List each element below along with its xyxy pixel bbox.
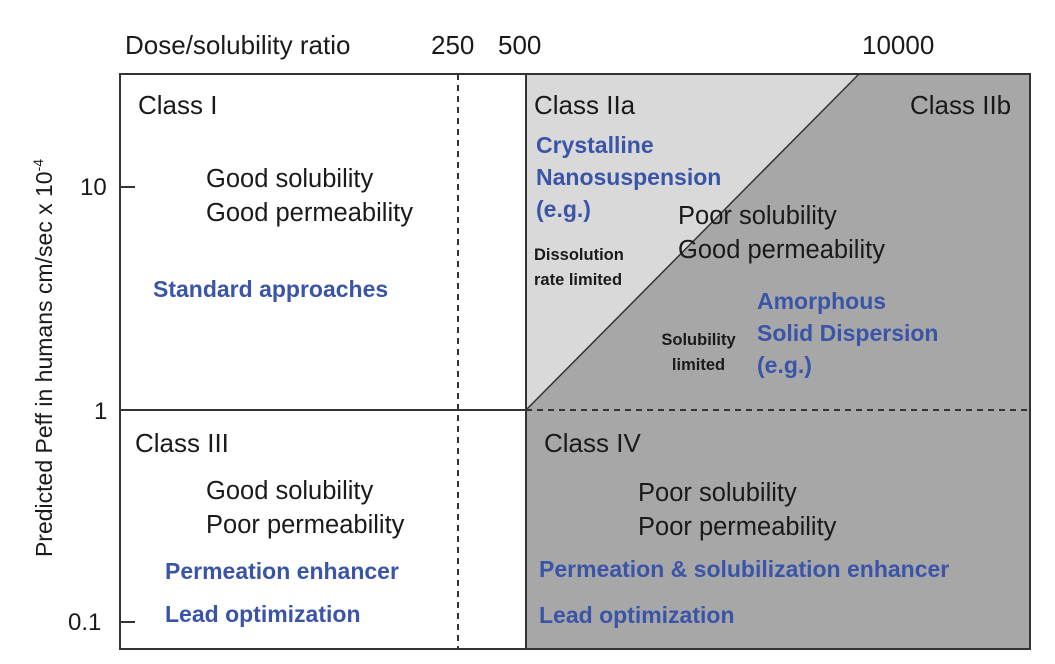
class-2a-title: Class IIa: [534, 90, 636, 120]
class-2b-note-line-2: limited: [671, 356, 726, 374]
y-tick-label-1: 1: [94, 398, 108, 425]
class-2b-approach: Amorphous Solid Dispersion (e.g.): [757, 285, 938, 381]
class-3-solubility: Good solubility: [206, 477, 374, 505]
class-2b-permeability: Good permeability: [678, 236, 885, 264]
x-axis-title: Dose/solubility ratio: [125, 30, 351, 60]
x-tick-250: 250: [431, 30, 475, 60]
class-2b-note-line-1: Solubility: [661, 331, 736, 349]
chart-frame: [119, 73, 1031, 650]
class-2b-approach-line-2: Solid Dispersion: [757, 320, 939, 346]
class-2b-region: [526, 74, 1030, 410]
class-2b-note: Solubility limited: [652, 328, 745, 378]
class-4-approach-1: Permeation & solubilization enhancer: [539, 556, 950, 582]
x-tick-500: 500: [498, 30, 542, 60]
class-3-permeability: Poor permeability: [206, 511, 405, 539]
class-4-region: [526, 410, 1030, 649]
class-2a-approach-line-2: Nanosuspension: [536, 164, 722, 190]
class-2a-note-line-2: rate limited: [534, 271, 623, 289]
class-4-approach-2: Lead optimization: [539, 602, 735, 628]
class-3-approach-1: Permeation enhancer: [165, 558, 399, 584]
class-1-solubility: Good solubility: [206, 165, 374, 193]
y-axis-label: Predicted Peff in humans cm/sec x 10-4: [30, 159, 58, 557]
class-2a-note: Dissolution rate limited: [534, 243, 624, 293]
y-tick-label-10: 10: [80, 174, 107, 201]
class-1-permeability: Good permeability: [206, 199, 413, 227]
class-2b-approach-line-1: Amorphous: [757, 288, 887, 314]
class-3-approach-2: Lead optimization: [165, 601, 361, 627]
class-4-title: Class IV: [544, 428, 641, 458]
class-2a-approach: Crystalline Nanosuspension (e.g.): [536, 129, 721, 225]
class-2a-approach-line-1: Crystalline: [536, 132, 654, 158]
y-axis-label-text: Predicted Peff in humans cm/sec x 10: [30, 171, 57, 558]
class-2b-title: Class IIb: [910, 90, 1012, 120]
class-3-description: Good solubility Poor permeability: [206, 474, 404, 542]
class-4-permeability: Poor permeability: [638, 513, 837, 541]
y-axis-label-exponent: -4: [30, 158, 47, 172]
class-1-description: Good solubility Good permeability: [206, 162, 413, 230]
class-2a-note-line-1: Dissolution: [534, 246, 624, 264]
class-1-approach: Standard approaches: [153, 276, 389, 302]
y-tick-label-0-1: 0.1: [68, 609, 102, 636]
class-2-diagonal: [525, 73, 860, 411]
class-2b-description: Poor solubility Good permeability: [678, 199, 885, 267]
class-4-solubility: Poor solubility: [638, 479, 797, 507]
class-2b-solubility: Poor solubility: [678, 202, 837, 230]
class-2a-approach-line-3: (e.g.): [536, 196, 591, 222]
x-tick-10000: 10000: [862, 30, 935, 60]
class-1-title: Class I: [138, 90, 218, 120]
class-2b-approach-line-3: (e.g.): [757, 352, 812, 378]
class-3-title: Class III: [135, 428, 229, 458]
class-4-description: Poor solubility Poor permeability: [638, 476, 836, 544]
